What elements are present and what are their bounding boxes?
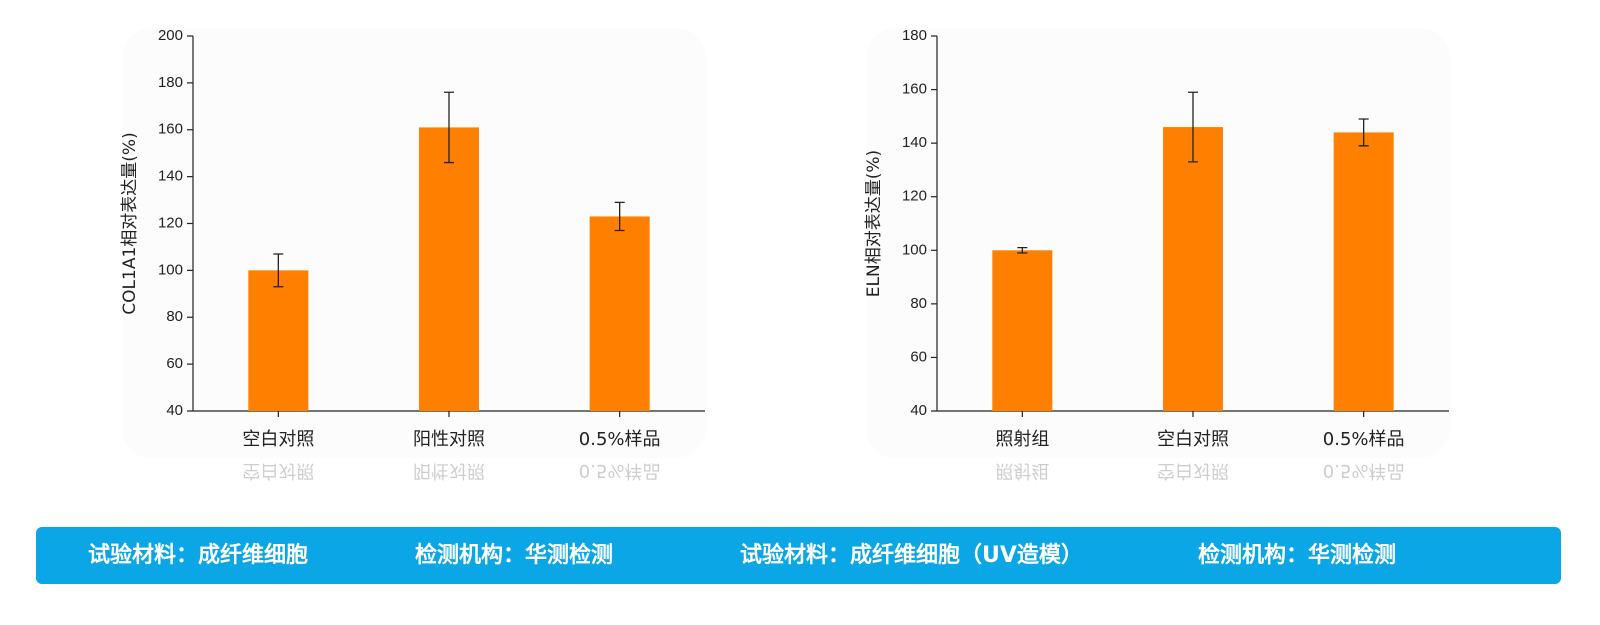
error-bar xyxy=(1188,91,1198,163)
y-tick-label: 180 xyxy=(902,27,927,44)
bar xyxy=(992,250,1053,411)
y-tick-label: 40 xyxy=(910,402,927,419)
error-bar xyxy=(273,253,284,288)
y-tick-label: 100 xyxy=(158,261,183,278)
x-tick-label: 空白对照 xyxy=(242,429,314,450)
banner xyxy=(36,527,1561,584)
y-tick-label: 120 xyxy=(158,214,183,231)
bar xyxy=(1163,127,1223,412)
y-tick-label: 60 xyxy=(910,348,927,365)
error-bar xyxy=(1017,246,1028,254)
y-axis-label: ELN相对表达量(%) xyxy=(864,150,884,297)
y-axis-label: COL1A1相对表达量(%) xyxy=(120,132,140,314)
banner-text: 试验材料：成纤维细胞（UV造模） xyxy=(740,542,1083,568)
bar xyxy=(419,127,479,411)
banner-text: 检测机构：华测检测 xyxy=(415,542,613,568)
x-tick-label-reflection: 照射组 xyxy=(995,460,1049,481)
y-tick-label: 160 xyxy=(158,121,183,138)
x-tick-label-reflection: 阳性对照 xyxy=(413,460,485,481)
x-tick-label: 阳性对照 xyxy=(413,429,485,450)
y-tick-label: 40 xyxy=(166,402,183,419)
y-tick-label: 140 xyxy=(902,134,927,151)
error-bar xyxy=(1358,118,1369,147)
y-tick-label: 200 xyxy=(158,27,183,44)
x-tick-label: 照射组 xyxy=(995,429,1049,450)
x-tick-label: 0.5%样品 xyxy=(1323,429,1405,450)
y-tick-label: 80 xyxy=(910,295,927,312)
x-tick-label: 空白对照 xyxy=(1157,429,1229,450)
y-tick-label: 160 xyxy=(902,81,927,98)
y-tick-label: 120 xyxy=(902,188,927,205)
bar xyxy=(1333,132,1394,411)
error-bar xyxy=(614,201,625,232)
x-tick-label: 0.5%样品 xyxy=(579,429,661,450)
banner-text: 检测机构：华测检测 xyxy=(1198,542,1396,568)
y-tick-label: 180 xyxy=(158,74,183,91)
y-tick-label: 100 xyxy=(902,241,927,258)
banner-text: 试验材料：成纤维细胞 xyxy=(88,542,308,568)
y-tick-label: 60 xyxy=(166,355,183,372)
bar xyxy=(589,216,650,411)
x-tick-label-reflection: 0.5%样品 xyxy=(1323,460,1405,481)
x-tick-label-reflection: 0.5%样品 xyxy=(579,460,661,481)
x-tick-label-reflection: 空白对照 xyxy=(1157,460,1229,481)
y-tick-label: 80 xyxy=(166,308,183,325)
error-bar xyxy=(444,91,454,164)
x-tick-label-reflection: 空白对照 xyxy=(242,460,314,481)
y-tick-label: 140 xyxy=(158,168,183,185)
bar xyxy=(248,270,309,411)
